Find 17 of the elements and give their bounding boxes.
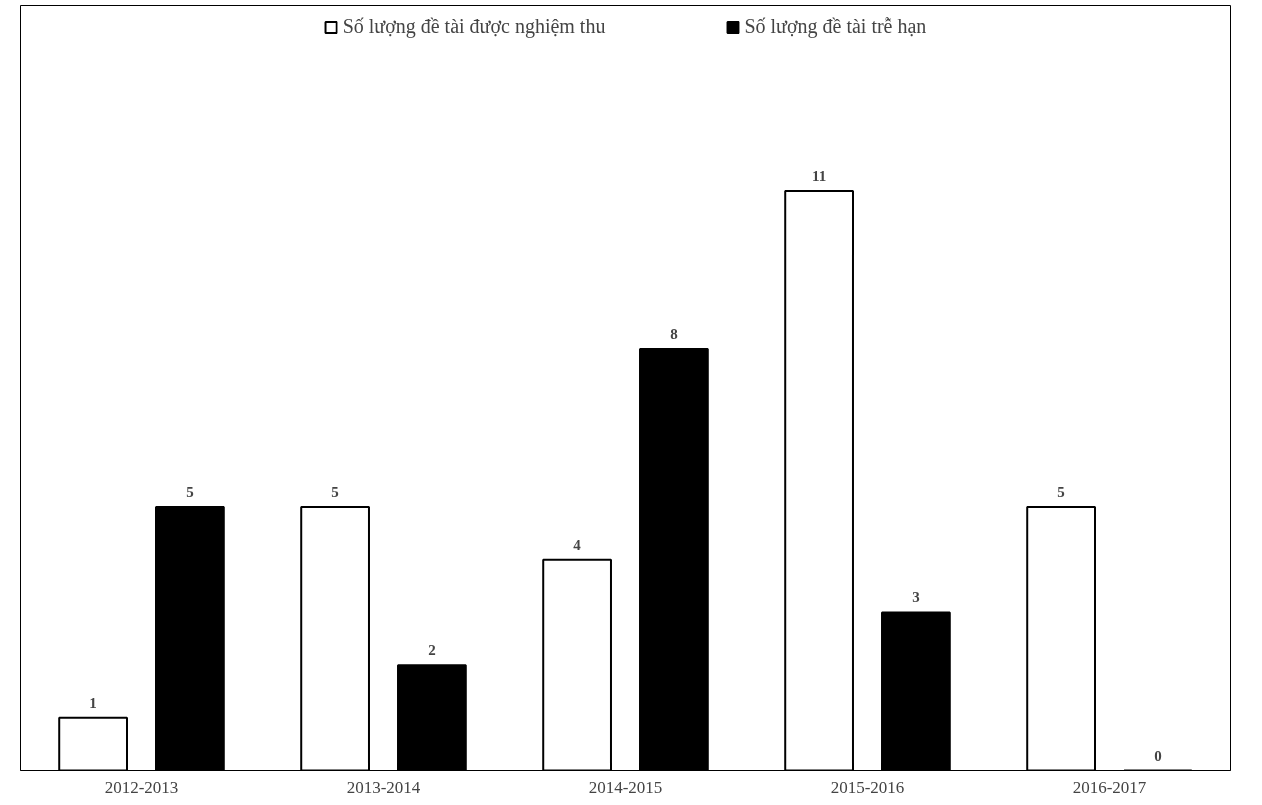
x-tick-label: 2013-2014 <box>346 777 421 797</box>
data-label: 4 <box>573 536 582 553</box>
data-label: 1 <box>89 694 97 711</box>
data-label: 5 <box>331 484 339 501</box>
data-label: 11 <box>812 167 827 184</box>
data-label: 3 <box>912 589 920 606</box>
x-tick-label: 2014-2015 <box>588 777 663 797</box>
data-label: 5 <box>186 484 194 501</box>
data-label: 5 <box>1057 484 1065 501</box>
x-tick-label: 2016-2017 <box>1072 777 1147 797</box>
legend-label: Số lượng đề tài trễ hạn <box>744 15 927 38</box>
x-tick-label: 2012-2013 <box>104 777 179 797</box>
x-tick-label: 2015-2016 <box>830 777 905 797</box>
data-label: 8 <box>670 326 678 343</box>
data-label: 2 <box>428 642 436 659</box>
legend-label: Số lượng đề tài được nghiệm thu <box>342 15 606 38</box>
data-label: 0 <box>1154 747 1162 764</box>
